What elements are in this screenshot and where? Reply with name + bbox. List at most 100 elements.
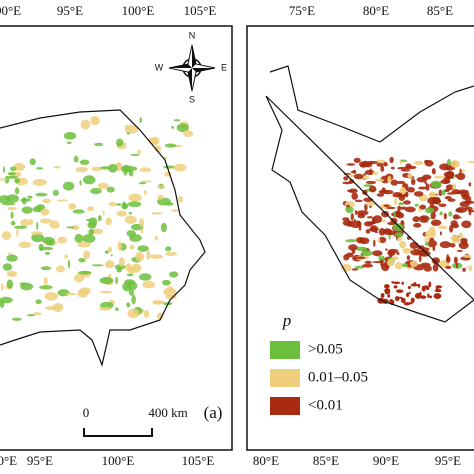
patch <box>407 173 413 179</box>
patch <box>0 296 13 304</box>
patch <box>39 218 53 224</box>
scale-bar <box>83 428 153 437</box>
patch <box>430 180 442 188</box>
patch <box>138 182 147 185</box>
patch <box>406 186 415 193</box>
patch <box>129 234 142 242</box>
top-label: 85°E <box>427 3 453 18</box>
patch <box>393 281 401 285</box>
patch <box>352 169 357 174</box>
patch <box>91 166 103 172</box>
patch <box>394 232 404 237</box>
patch <box>456 172 466 181</box>
patch <box>62 181 75 191</box>
patch <box>130 153 140 157</box>
patch <box>467 209 474 213</box>
patch <box>456 249 463 252</box>
patch <box>122 201 127 210</box>
patch <box>380 175 390 184</box>
patch <box>455 262 459 269</box>
patch <box>99 290 113 294</box>
panel-label: (a) <box>204 403 223 422</box>
patch <box>53 165 61 169</box>
patch <box>396 289 404 293</box>
patch <box>441 189 446 196</box>
patch <box>44 291 58 301</box>
patch <box>79 159 90 166</box>
left-frame <box>0 25 233 451</box>
patch <box>354 199 363 203</box>
patch <box>445 166 451 171</box>
patch <box>417 283 421 288</box>
patch <box>445 184 454 191</box>
patch <box>7 172 16 176</box>
patch <box>64 254 68 259</box>
patch <box>410 297 415 303</box>
patch <box>137 245 149 252</box>
patch <box>419 204 427 210</box>
patch <box>421 285 426 292</box>
patch <box>35 192 48 197</box>
patch <box>356 236 365 244</box>
patch <box>418 186 427 190</box>
patch <box>78 257 86 263</box>
patch <box>378 255 382 262</box>
patch <box>116 267 122 273</box>
patch <box>362 263 374 268</box>
patch <box>32 312 42 316</box>
patch <box>142 280 156 289</box>
patch <box>35 299 42 305</box>
patch <box>170 209 179 212</box>
patch <box>400 297 406 304</box>
patch <box>400 168 411 172</box>
patch <box>394 261 403 270</box>
patch <box>128 193 142 202</box>
patch <box>99 306 112 311</box>
patch <box>468 265 473 272</box>
patch <box>422 174 432 180</box>
top-label: 105°E <box>184 3 217 18</box>
patch <box>461 193 469 200</box>
patch <box>342 220 353 226</box>
patch <box>376 159 386 163</box>
patch <box>143 310 150 318</box>
left-patches <box>0 115 194 321</box>
patch <box>401 281 405 285</box>
patch <box>399 186 407 195</box>
patch <box>97 215 102 222</box>
patch <box>156 312 164 320</box>
patch <box>127 201 142 208</box>
patch <box>73 155 79 163</box>
patch <box>413 191 424 197</box>
patch <box>90 115 100 126</box>
patch <box>169 271 179 278</box>
patch <box>425 230 437 238</box>
compass-s: S <box>189 94 195 104</box>
patch <box>394 197 398 206</box>
patch <box>6 279 14 289</box>
patch <box>448 211 453 217</box>
patch <box>108 201 117 207</box>
patch <box>427 239 438 248</box>
patch <box>139 218 145 227</box>
patch <box>152 300 164 305</box>
patch <box>391 211 403 217</box>
patch <box>370 225 378 233</box>
patch <box>97 182 109 190</box>
patch <box>354 209 358 216</box>
patch <box>451 189 461 195</box>
patch <box>77 288 89 298</box>
patch <box>39 246 54 251</box>
patch <box>438 203 447 207</box>
patch <box>351 248 356 255</box>
patch <box>164 143 177 148</box>
patch <box>345 206 354 214</box>
patch <box>73 274 85 283</box>
patch <box>396 252 400 255</box>
patch <box>409 241 419 249</box>
patch <box>372 215 383 224</box>
patch <box>340 264 352 272</box>
patch <box>414 203 419 207</box>
patch <box>135 251 145 262</box>
patch <box>397 166 408 170</box>
